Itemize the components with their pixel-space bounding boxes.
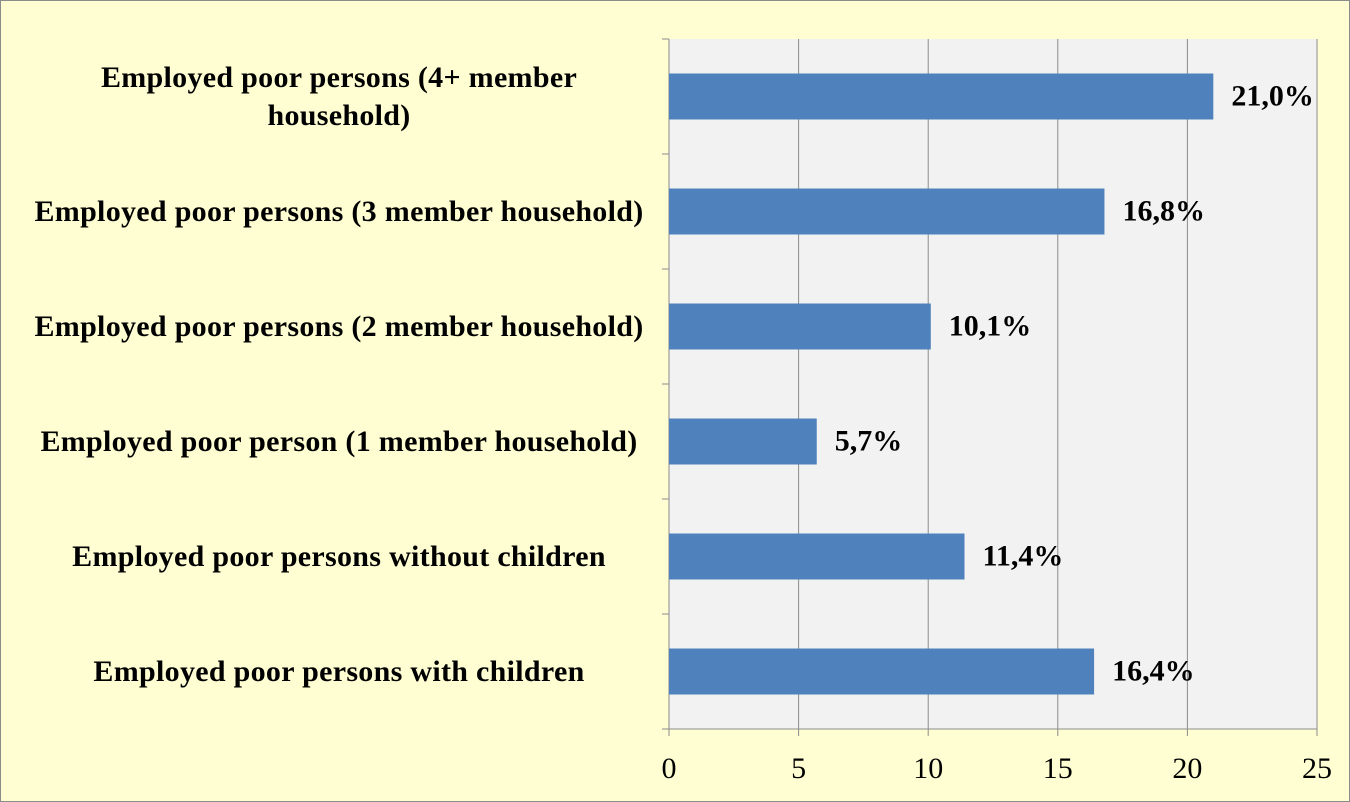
value-label: 16,4% [1112, 654, 1195, 687]
x-tick-label: 0 [662, 752, 677, 785]
x-tick-label: 25 [1302, 752, 1332, 785]
value-label: 21,0% [1231, 79, 1314, 112]
bar [669, 648, 1095, 695]
category-label: Employed poor persons (2 member househol… [34, 309, 644, 343]
bar [669, 73, 1214, 120]
plot-area [669, 39, 1317, 729]
category-label: Employed poor person (1 member household… [40, 424, 638, 458]
value-label: 16,8% [1122, 194, 1205, 227]
x-tick-label: 10 [913, 752, 943, 785]
x-tick-label: 15 [1043, 752, 1073, 785]
bar [669, 418, 817, 465]
category-label: Employed poor persons (3 member househol… [34, 194, 644, 228]
bar [669, 188, 1105, 235]
value-label: 11,4% [982, 539, 1063, 572]
category-label: Employed poor persons without children [72, 539, 606, 573]
value-label: 10,1% [949, 309, 1032, 342]
value-label: 5,7% [835, 424, 903, 457]
category-label: Employed poor persons (4+ member househo… [100, 60, 578, 132]
x-tick-label: 5 [791, 752, 806, 785]
category-label: Employed poor persons with children [93, 654, 585, 688]
bar [669, 533, 965, 580]
bar [669, 303, 931, 350]
x-tick-label: 20 [1172, 752, 1202, 785]
